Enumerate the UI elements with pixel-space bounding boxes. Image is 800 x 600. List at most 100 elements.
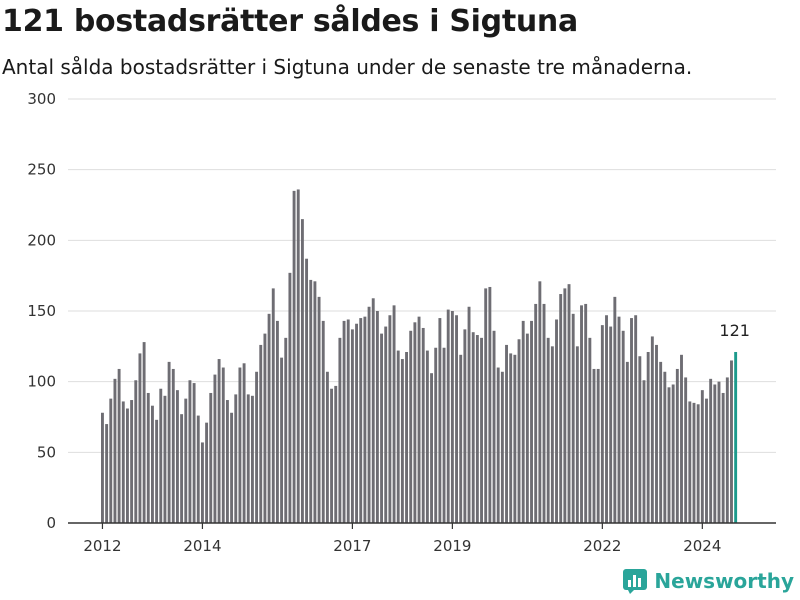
bar [484, 288, 488, 523]
bar [305, 258, 309, 523]
bar [396, 350, 400, 523]
bar [584, 303, 588, 523]
bar [492, 330, 496, 523]
bar [342, 320, 346, 523]
bar [700, 390, 704, 523]
bar [500, 371, 504, 523]
bar [325, 371, 329, 523]
bar [446, 309, 450, 523]
bar [546, 337, 550, 523]
bar [442, 347, 446, 523]
chart-subtitle: Antal sålda bostadsrätter i Sigtuna unde… [2, 55, 693, 79]
bar [138, 353, 142, 523]
bar [642, 380, 646, 523]
bar [605, 315, 608, 523]
bar [150, 405, 154, 523]
bar [530, 320, 533, 523]
bar [330, 388, 334, 523]
bar [630, 318, 633, 523]
x-tick-label: 2014 [183, 537, 221, 555]
bar [709, 378, 713, 523]
bar [221, 367, 225, 523]
bar [600, 325, 604, 523]
bar [113, 378, 117, 523]
y-tick-label: 250 [27, 161, 56, 179]
bar [338, 337, 342, 523]
bar [109, 398, 113, 523]
x-tick-label: 2019 [433, 537, 471, 555]
bar [467, 306, 471, 523]
bar [238, 367, 242, 523]
bar [280, 357, 284, 523]
bar [634, 315, 638, 523]
bar [430, 373, 433, 523]
bar [296, 189, 300, 523]
y-tick-label: 200 [27, 231, 56, 249]
bar [459, 354, 463, 523]
bar [200, 442, 204, 523]
bar [409, 330, 413, 523]
bar [234, 394, 238, 523]
bar [130, 400, 134, 523]
y-tick-label: 100 [27, 373, 56, 391]
bar [671, 384, 675, 523]
bar [313, 281, 317, 523]
y-tick-label: 0 [46, 514, 56, 532]
newsworthy-logo-icon [623, 569, 648, 594]
bar [563, 288, 567, 523]
bar [425, 350, 429, 523]
bar [509, 353, 513, 523]
bar [142, 342, 146, 523]
bar [567, 284, 571, 523]
bar [617, 316, 621, 523]
bar [371, 298, 375, 523]
bar [105, 424, 109, 523]
bar [463, 329, 467, 523]
bar [717, 381, 721, 523]
x-tick-label: 2022 [583, 537, 621, 555]
bar [725, 377, 729, 523]
bar [513, 354, 517, 523]
bar [363, 316, 367, 523]
bars [101, 189, 738, 523]
bar [225, 400, 229, 523]
bar [413, 322, 417, 523]
bar [359, 318, 363, 523]
bar [263, 333, 267, 523]
bar [271, 288, 275, 523]
bar [205, 422, 209, 523]
newsworthy-brand: Newsworthy [622, 568, 794, 594]
bar [275, 320, 279, 523]
bar [680, 354, 683, 523]
bar [625, 361, 629, 523]
bar [621, 330, 625, 523]
bar [730, 360, 733, 523]
bar [417, 316, 421, 523]
bar [638, 356, 642, 523]
bar [688, 401, 692, 523]
bar [246, 394, 250, 523]
bar [596, 368, 600, 523]
bar [192, 383, 196, 523]
bar [571, 313, 575, 523]
bar [125, 408, 129, 523]
bar [721, 392, 725, 523]
bar [450, 311, 454, 523]
bar [555, 319, 558, 523]
bar [121, 401, 125, 523]
bar [388, 315, 392, 523]
bar [659, 361, 663, 523]
bar [250, 395, 254, 523]
bar [188, 380, 192, 523]
bar [230, 412, 234, 523]
bar [542, 303, 546, 523]
bar [355, 323, 359, 523]
bar [400, 359, 404, 523]
x-tick-label: 2024 [683, 537, 721, 555]
bar [384, 326, 388, 523]
bar [350, 329, 354, 523]
bar [521, 320, 525, 523]
bar [134, 380, 138, 523]
last-value-label: 121 [719, 321, 750, 340]
